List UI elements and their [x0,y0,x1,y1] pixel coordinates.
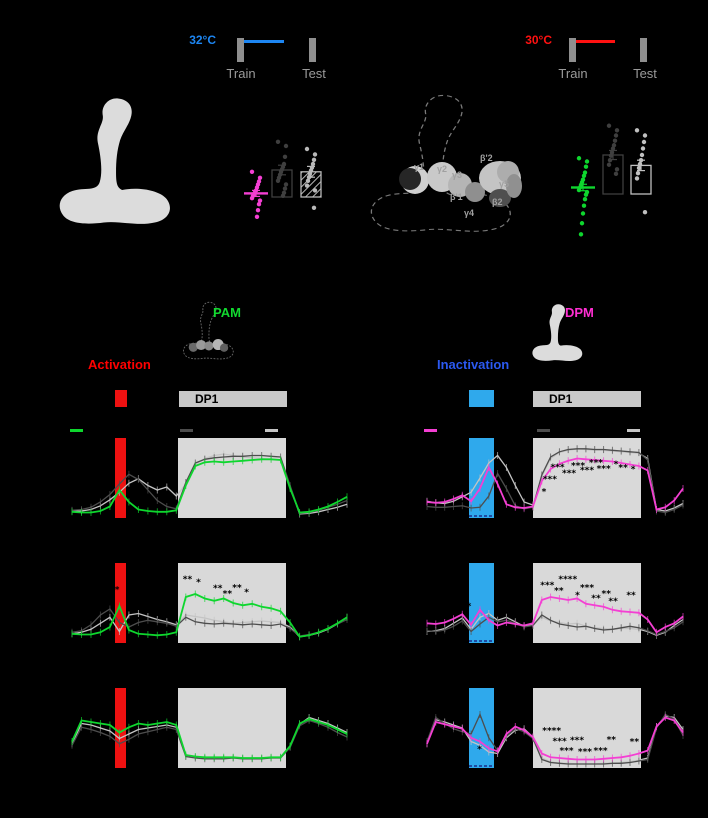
compartment-label-b2: β2 [492,197,503,207]
dp1-region-bar: DP1 [533,391,641,407]
svg-text:*: * [631,465,636,475]
svg-text:**: ** [626,591,636,601]
panelA-scatter-chart [244,139,322,219]
activation-timecourse-row1 [71,438,348,518]
test-tick [309,38,316,62]
heat-period-line [576,40,615,43]
svg-text:***: *** [578,747,592,757]
svg-text:*: * [115,586,120,596]
compartment-label-g4: γ4 [464,208,475,218]
dp1-region-bar: DP1 [179,391,287,407]
activation-timecourse-row2: *** ******* * [71,563,348,643]
compartment-label-g3: γ3 [452,170,463,180]
train-tick [569,38,576,62]
svg-text:**: ** [608,597,618,607]
svg-text:*: * [196,578,201,588]
neuron-label-pam: PAM [213,305,241,320]
activation-band-key [115,390,127,407]
inactivation-band-key [469,390,494,407]
compartment-label-bp2: β'2 [480,153,493,163]
svg-text:*: * [542,488,547,498]
neuron-label-dpm: DPM [565,305,594,320]
svg-text:**: ** [607,735,617,745]
activation-timecourse-row3 [71,688,348,768]
legend-dash-experimental-green [70,429,83,432]
svg-text:***: *** [570,736,584,746]
svg-text:***: *** [589,458,603,468]
panelB-scatter-chart [571,123,652,237]
manipulation-label-activation: Activation [88,357,151,372]
svg-text:**: ** [618,464,628,474]
svg-text:***: *** [553,737,567,747]
temperature-label: 32°C [189,33,216,47]
test-label: Test [633,66,657,81]
svg-text:*: * [575,591,580,601]
temperature-label: 30°C [525,33,552,47]
legend-dash-control-dark [180,429,193,432]
svg-text:**: ** [462,602,472,612]
compartment-label-g2: γ2 [437,164,448,174]
manipulation-label-inactivation: Inactivation [437,357,510,372]
train-tick [237,38,244,62]
svg-text:**: ** [591,594,601,604]
legend-dash-control-light [627,429,640,432]
svg-text:*: * [477,745,482,755]
legend-dash-control-dark [537,429,550,432]
svg-text:****: **** [542,726,561,736]
svg-text:***: *** [540,581,554,591]
train-label: Train [558,66,588,81]
svg-text:***: *** [571,461,585,471]
svg-text:***: *** [562,469,576,479]
mushroom-body-silhouette [59,98,170,224]
svg-text:***: *** [550,463,564,473]
compartment-label-g1: γ1 [414,162,425,172]
compartment-label-g5: γ5 [499,179,510,189]
legend-dash-experimental-magenta [424,429,437,432]
legend-dash-control-light [265,429,278,432]
svg-text:**: ** [554,586,564,596]
mushroom-body-outline [370,94,522,232]
train-label: Train [226,66,256,81]
svg-text:***: *** [580,583,594,593]
inactivation-timecourse-row1: ********************** * ** * [426,438,684,518]
inactivation-timecourse-row3: ******** *** ** ***** *** *** [426,688,684,768]
heat-period-line [244,40,284,43]
svg-text:*: * [244,588,249,598]
svg-text:**: ** [223,589,233,599]
svg-text:***: *** [594,747,608,757]
compartment-label-bp1: β'1 [450,192,463,202]
inactivation-timecourse-row2: ***************** ****** [426,563,684,643]
svg-text:***: *** [543,475,557,485]
svg-text:**: ** [213,584,223,594]
test-tick [640,38,647,62]
svg-text:**: ** [232,583,242,593]
svg-text:***: *** [580,466,594,476]
svg-text:**: ** [630,738,640,748]
svg-text:**: ** [183,575,193,585]
dpm-brain-schematic [532,304,583,361]
svg-text:**: ** [601,589,611,599]
pam-brain-schematic [183,301,234,360]
svg-text:***: *** [559,747,573,757]
compartment-blobs [399,161,522,207]
test-label: Test [302,66,326,81]
svg-text:***: *** [597,464,611,474]
svg-text:****: **** [558,575,577,585]
svg-text:*: * [614,460,619,470]
